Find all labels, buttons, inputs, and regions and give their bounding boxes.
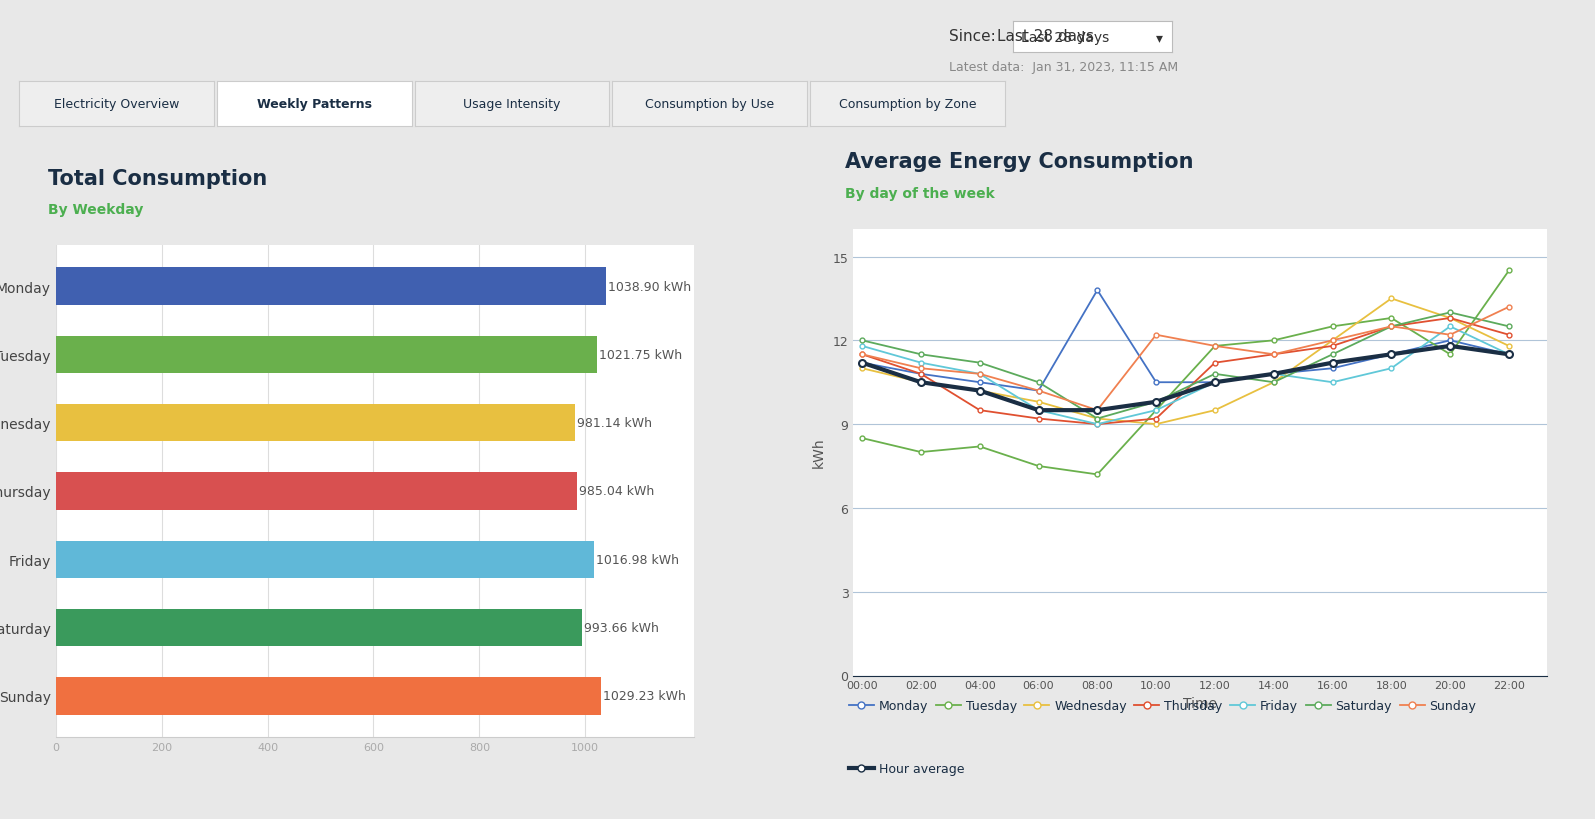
Bar [56,473,577,510]
Text: Total Consumption: Total Consumption [48,169,266,188]
Bar [56,677,601,715]
Text: 1029.23 kWh: 1029.23 kWh [603,690,686,703]
Text: Last 28 days: Last 28 days [1021,30,1109,45]
Text: Consumption by Use: Consumption by Use [646,98,774,111]
Text: Consumption by Zone: Consumption by Zone [839,98,976,111]
Text: ▾: ▾ [1156,30,1163,45]
Y-axis label: kWh: kWh [812,437,826,468]
Text: Latest data:  Jan 31, 2023, 11:15 AM: Latest data: Jan 31, 2023, 11:15 AM [949,61,1179,75]
Text: Average Energy Consumption: Average Energy Consumption [845,152,1193,172]
Text: 1038.90 kWh: 1038.90 kWh [608,280,691,293]
Text: 993.66 kWh: 993.66 kWh [584,622,659,634]
Text: Since:: Since: [949,29,995,43]
Text: 1021.75 kWh: 1021.75 kWh [598,349,683,361]
Bar [56,541,595,578]
Text: Weekly Patterns: Weekly Patterns [257,98,372,111]
Text: Usage Intensity: Usage Intensity [463,98,561,111]
Text: Electricity Overview: Electricity Overview [54,98,179,111]
Bar [56,609,582,646]
X-axis label: Time: Time [1183,696,1217,710]
Text: 1016.98 kWh: 1016.98 kWh [597,553,679,566]
Legend: Hour average: Hour average [844,757,970,780]
Bar [56,268,606,305]
Bar [56,405,576,442]
Bar [56,337,597,373]
Text: By Weekday: By Weekday [48,203,144,217]
Text: By day of the week: By day of the week [845,187,995,201]
Text: 985.04 kWh: 985.04 kWh [579,485,654,498]
Text: Last 28 days: Last 28 days [997,29,1094,43]
Text: 981.14 kWh: 981.14 kWh [577,417,652,430]
